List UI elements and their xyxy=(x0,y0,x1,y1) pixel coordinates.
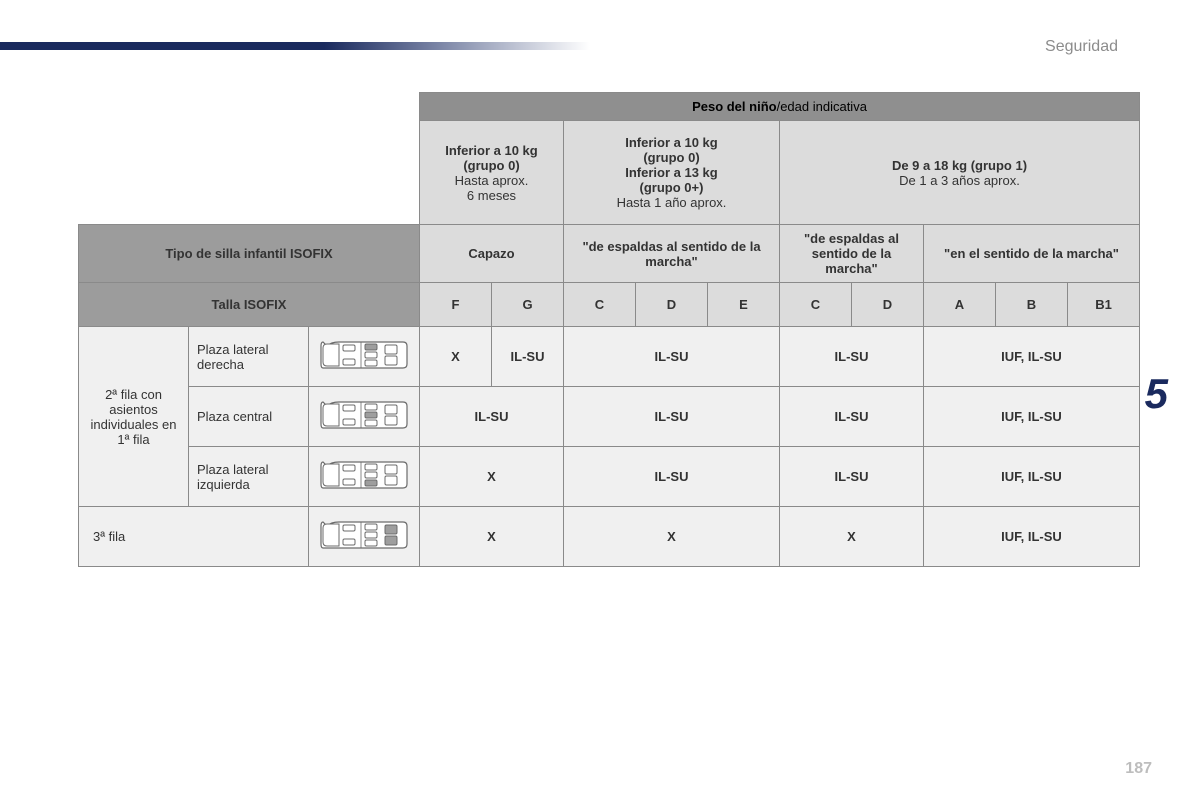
row-2-capazo: X xyxy=(420,447,564,507)
row-2-label: Plaza lateral izquierda xyxy=(189,447,309,507)
row-3-van-icon xyxy=(309,507,420,567)
row-2-van-icon xyxy=(309,447,420,507)
size-D1: D xyxy=(636,283,708,327)
weight-group-0: Inferior a 10 kg (grupo 0) Hasta aprox. … xyxy=(420,121,564,225)
row-1-capazo: IL-SU xyxy=(420,387,564,447)
row-1-label: Plaza central xyxy=(189,387,309,447)
table-superheader: Peso del niño/edad indicativa xyxy=(420,93,1140,121)
isofix-table: Peso del niño/edad indicativa Inferior a… xyxy=(78,92,1140,567)
row-0-label: Plaza lateral derecha xyxy=(189,327,309,387)
row-0-rear2: IL-SU xyxy=(780,327,924,387)
seat-type-forward: "en el sentido de la marcha" xyxy=(924,225,1140,283)
chapter-number: 5 xyxy=(1145,370,1168,418)
row-1-van-icon xyxy=(309,387,420,447)
size-A: A xyxy=(924,283,996,327)
size-B1: B1 xyxy=(1068,283,1140,327)
size-C2: C xyxy=(780,283,852,327)
row-0-F: X xyxy=(420,327,492,387)
row-0-fwd: IUF, IL-SU xyxy=(924,327,1140,387)
size-F: F xyxy=(420,283,492,327)
seat-type-capazo: Capazo xyxy=(420,225,564,283)
row-1-rear2: IL-SU xyxy=(780,387,924,447)
row-0-rear1: IL-SU xyxy=(564,327,780,387)
row-2-fwd: IUF, IL-SU xyxy=(924,447,1140,507)
row-3-label: 3ª fila xyxy=(79,507,309,567)
page-number: 187 xyxy=(1125,760,1152,778)
seat-type-rear2: "de espaldas al sentido de la marcha" xyxy=(780,225,924,283)
seat-type-label: Tipo de silla infantil ISOFIX xyxy=(79,225,420,283)
section-title: Seguridad xyxy=(1045,38,1118,56)
row-3-capazo: X xyxy=(420,507,564,567)
size-B: B xyxy=(996,283,1068,327)
row-3-fwd: IUF, IL-SU xyxy=(924,507,1140,567)
size-G: G xyxy=(492,283,564,327)
weight-group-2: De 9 a 18 kg (grupo 1) De 1 a 3 años apr… xyxy=(780,121,1140,225)
row-3-rear1: X xyxy=(564,507,780,567)
row-group-label: 2ª fila con asientos individuales en 1ª … xyxy=(79,327,189,507)
weight-group-1: Inferior a 10 kg (grupo 0) Inferior a 13… xyxy=(564,121,780,225)
size-D2: D xyxy=(852,283,924,327)
size-E: E xyxy=(708,283,780,327)
row-2-rear2: IL-SU xyxy=(780,447,924,507)
seat-type-rear1: "de espaldas al sentido de la marcha" xyxy=(564,225,780,283)
row-0-van-icon xyxy=(309,327,420,387)
row-3-rear2: X xyxy=(780,507,924,567)
header-stripe xyxy=(0,42,590,50)
row-2-rear1: IL-SU xyxy=(564,447,780,507)
superheader-bold: Peso del niño xyxy=(692,99,777,114)
size-label: Talla ISOFIX xyxy=(79,283,420,327)
row-1-fwd: IUF, IL-SU xyxy=(924,387,1140,447)
size-C1: C xyxy=(564,283,636,327)
row-0-G: IL-SU xyxy=(492,327,564,387)
row-1-rear1: IL-SU xyxy=(564,387,780,447)
superheader-light: /edad indicativa xyxy=(777,99,867,114)
